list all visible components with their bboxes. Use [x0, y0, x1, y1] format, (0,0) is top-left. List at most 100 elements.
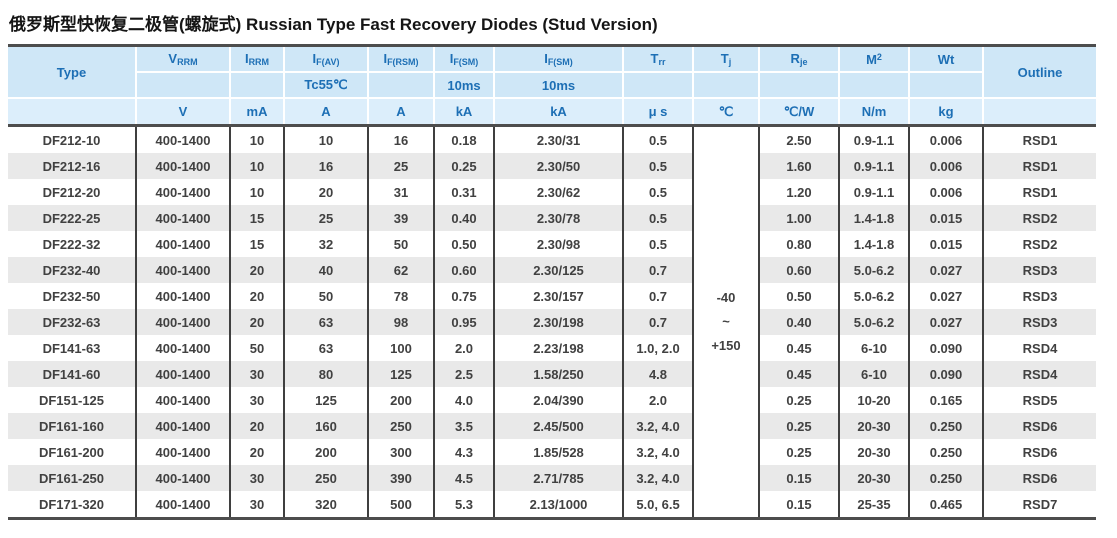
- col-unit-outline: [982, 97, 1096, 127]
- cell: 0.40: [758, 309, 840, 335]
- col-unit-if-av: A: [283, 97, 369, 127]
- cell: 0.7: [622, 257, 694, 283]
- cell: 4.8: [622, 361, 694, 387]
- cell: 400-1400: [135, 125, 231, 153]
- col-header-m2: M2: [838, 44, 910, 73]
- cell: 78: [367, 283, 435, 309]
- cell: 4.3: [433, 439, 495, 465]
- table-row: DF141-60 400-1400 30 80 125 2.5 1.58/250 4.8 0.4…: [8, 361, 1096, 387]
- cell: 0.5: [622, 153, 694, 179]
- cell: 30: [229, 361, 285, 387]
- table-row: DF212-16 400-1400 10 16 25 0.25 2.30/50 0.5 1.60…: [8, 153, 1096, 179]
- symbol-subscript: je: [799, 57, 808, 67]
- symbol-base: I: [383, 51, 388, 66]
- symbol-base: I: [312, 51, 317, 66]
- cell: 6-10: [838, 361, 910, 387]
- cell: DF151-125: [8, 387, 137, 413]
- cell: 2.30/157: [493, 283, 624, 309]
- cell: 1.00: [758, 205, 840, 231]
- cell: 16: [367, 125, 435, 153]
- cell: 400-1400: [135, 309, 231, 335]
- cell: 0.25: [758, 413, 840, 439]
- cell: 20: [229, 413, 285, 439]
- tj-line: -40: [716, 290, 736, 305]
- cell: 2.30/98: [493, 231, 624, 257]
- cell: 0.015: [908, 205, 984, 231]
- col-header-outline: Outline: [982, 44, 1096, 99]
- cell: 0.027: [908, 283, 984, 309]
- cell: RSD4: [982, 335, 1096, 361]
- col-header-vrrm: VRRM: [135, 44, 231, 73]
- tj-merged-cell: -40 ~ +150: [692, 125, 760, 519]
- col-unit-rje: ℃/W: [758, 97, 840, 127]
- col-header-type: Type: [8, 44, 137, 99]
- tj-line: ~: [722, 314, 730, 329]
- cell: 3.2, 4.0: [622, 413, 694, 439]
- symbol-base: T: [650, 51, 659, 66]
- symbol-subscript: F(RSM): [387, 57, 419, 67]
- cell: DF141-63: [8, 335, 137, 361]
- cell: 5.0-6.2: [838, 257, 910, 283]
- cell: 0.5: [622, 125, 694, 153]
- cell: 62: [367, 257, 435, 283]
- cell: 0.15: [758, 491, 840, 519]
- cell: 10-20: [838, 387, 910, 413]
- table-row: DF222-25 400-1400 15 25 39 0.40 2.30/78 0.5 1.00…: [8, 205, 1096, 231]
- cell: 400-1400: [135, 257, 231, 283]
- symbol-base: Outline: [1017, 64, 1063, 80]
- col-header-if-sm-1: IF(SM): [433, 44, 495, 73]
- cell: 20: [229, 309, 285, 335]
- cell: 5.0-6.2: [838, 283, 910, 309]
- cell: 1.58/250: [493, 361, 624, 387]
- page-title-chinese: 俄罗斯型快恢复二极管(螺旋式): [9, 15, 242, 34]
- col-unit-if-sm-1: kA: [433, 97, 495, 127]
- cell: 39: [367, 205, 435, 231]
- cell: 2.0: [622, 387, 694, 413]
- cell: 50: [283, 283, 369, 309]
- cell: RSD1: [982, 153, 1096, 179]
- cell: 0.25: [433, 153, 495, 179]
- cell: 0.40: [433, 205, 495, 231]
- cell: 0.95: [433, 309, 495, 335]
- table-row: DF161-250 400-1400 30 250 390 4.5 2.71/785 3.2,…: [8, 465, 1096, 491]
- cell: 400-1400: [135, 283, 231, 309]
- cell: 400-1400: [135, 413, 231, 439]
- cell: 20-30: [838, 439, 910, 465]
- cell: 16: [283, 153, 369, 179]
- cell: 0.7: [622, 309, 694, 335]
- col-condition-if-av: Tc55℃: [283, 71, 369, 99]
- cell: 0.50: [758, 283, 840, 309]
- cell: 30: [229, 387, 285, 413]
- cell: 0.250: [908, 465, 984, 491]
- cell: 80: [283, 361, 369, 387]
- col-header-if-rsm: IF(RSM): [367, 44, 435, 73]
- cell: RSD2: [982, 205, 1096, 231]
- cell: 0.5: [622, 231, 694, 257]
- cell: 3.5: [433, 413, 495, 439]
- cell: RSD1: [982, 125, 1096, 153]
- cell: 4.5: [433, 465, 495, 491]
- cell: 200: [367, 387, 435, 413]
- col-header-trr: Trr: [622, 44, 694, 73]
- cell: 10: [283, 125, 369, 153]
- symbol-base: I: [244, 51, 249, 66]
- symbol-base: R: [790, 51, 800, 66]
- cell: 31: [367, 179, 435, 205]
- col-condition-if-rsm: [367, 71, 435, 99]
- cell: 2.30/78: [493, 205, 624, 231]
- table-row: DF232-40 400-1400 20 40 62 0.60 2.30/125 0.7 0.6…: [8, 257, 1096, 283]
- table-row: DF232-50 400-1400 20 50 78 0.75 2.30/157 0.7 0.5…: [8, 283, 1096, 309]
- cell: 200: [283, 439, 369, 465]
- cell: 1.85/528: [493, 439, 624, 465]
- symbol-subscript: F(SM): [547, 57, 573, 67]
- cell: 10: [229, 153, 285, 179]
- cell: DF222-32: [8, 231, 137, 257]
- cell: RSD3: [982, 309, 1096, 335]
- cell: 2.50: [758, 125, 840, 153]
- cell: DF232-40: [8, 257, 137, 283]
- cell: DF232-63: [8, 309, 137, 335]
- cell: 1.20: [758, 179, 840, 205]
- col-unit-tj: ℃: [692, 97, 760, 127]
- cell: 20-30: [838, 413, 910, 439]
- col-condition-if-sm-2: 10ms: [493, 71, 624, 99]
